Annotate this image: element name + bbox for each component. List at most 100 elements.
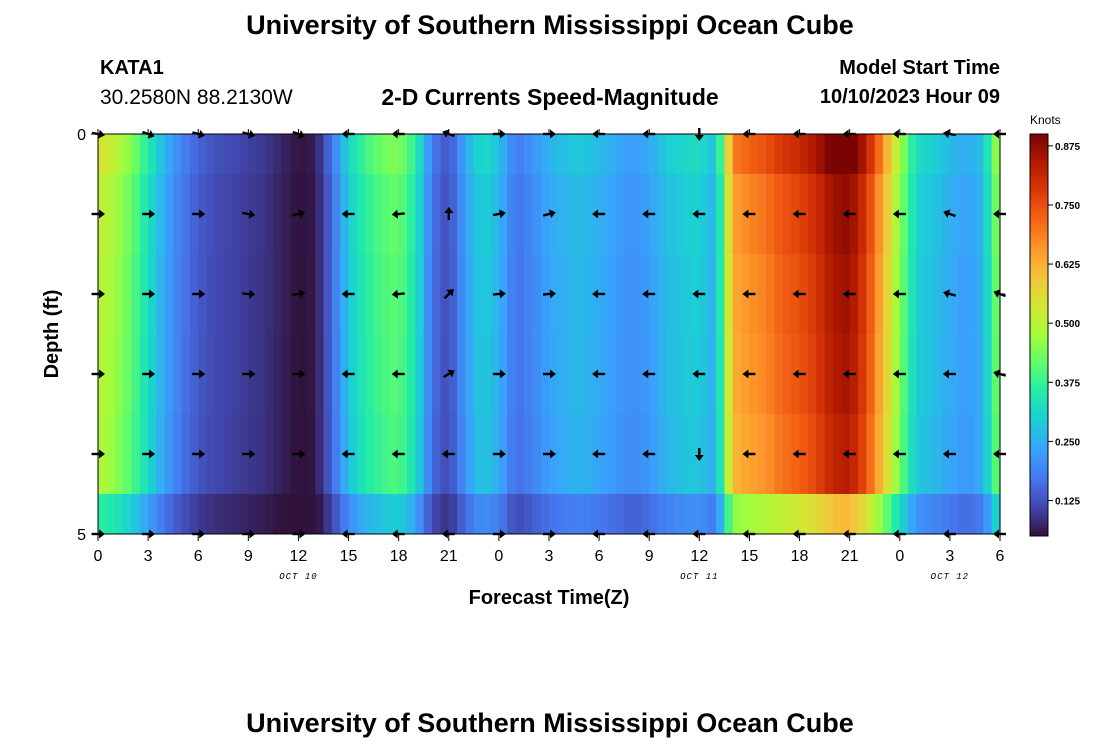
current-vector-arrow xyxy=(492,209,506,219)
heatmap-cell xyxy=(757,494,767,534)
current-vector-arrow xyxy=(142,289,156,299)
heatmap-cell xyxy=(766,254,776,334)
heatmap-cell xyxy=(457,254,467,334)
heatmap-cell xyxy=(757,414,767,494)
current-vector-arrow xyxy=(192,369,206,379)
x-tick-label: 6 xyxy=(194,548,203,565)
heatmap-cell xyxy=(173,174,183,254)
heatmap-cell xyxy=(123,134,133,174)
heatmap-cell xyxy=(465,334,475,414)
heatmap-cell xyxy=(665,134,675,174)
x-tick-label: 9 xyxy=(244,548,253,565)
heatmap-cell xyxy=(757,134,767,174)
heatmap-cell xyxy=(223,494,233,534)
heatmap-cell xyxy=(381,494,391,534)
heatmap-cell xyxy=(356,414,366,494)
heatmap-cell xyxy=(757,174,767,254)
current-vector-arrow xyxy=(242,369,256,379)
heatmap-cell xyxy=(916,334,926,414)
heatmap-cell xyxy=(807,414,817,494)
heatmap-cell xyxy=(674,494,684,534)
heatmap-cell xyxy=(532,134,542,174)
heatmap-cell xyxy=(749,494,759,534)
heatmap-cell xyxy=(724,134,734,174)
heatmap-cell xyxy=(824,334,834,414)
current-vector-arrow xyxy=(742,289,756,299)
heatmap-cell xyxy=(824,494,834,534)
chart-axes: 0 3 6 9 12 15 18 21 0 3 6 9 12 15 18 21 0 3 6 OCT 10 OCT 11 O… xyxy=(77,127,1005,582)
heatmap-cell xyxy=(490,494,500,534)
heatmap-cell xyxy=(373,414,383,494)
heatmap-cell xyxy=(891,494,901,534)
heatmap-cell xyxy=(381,254,391,334)
heatmap-cell xyxy=(615,414,625,494)
current-vector-arrow xyxy=(543,449,556,459)
heatmap-cell xyxy=(807,334,817,414)
heatmap-cell xyxy=(816,254,826,334)
x-tick-label: 18 xyxy=(390,548,408,565)
heatmap-cell xyxy=(858,334,867,414)
model-start-value: 10/10/2023 Hour 09 xyxy=(819,86,1000,108)
heatmap-cell xyxy=(774,414,784,494)
colorbar-tick-label: 0.875 xyxy=(1055,142,1080,153)
heatmap-cell xyxy=(106,134,116,174)
current-vector-arrow xyxy=(391,369,405,379)
heatmap-cell xyxy=(874,414,884,494)
heatmap-cell xyxy=(482,254,492,334)
heatmap-cell xyxy=(381,334,391,414)
heatmap-cell xyxy=(256,174,266,254)
current-vector-arrow xyxy=(892,209,906,219)
heatmap-cell xyxy=(782,174,792,254)
heatmap-cell xyxy=(465,414,475,494)
heatmap-cell xyxy=(682,174,692,254)
heatmap-cell xyxy=(181,494,191,534)
current-vector-arrow xyxy=(742,449,756,459)
heatmap-cell xyxy=(858,494,867,534)
heatmap-cell xyxy=(365,174,375,254)
heatmap-cell xyxy=(306,134,316,174)
heatmap-cell xyxy=(131,254,141,334)
heatmap-cell xyxy=(665,254,675,334)
heatmap-cell xyxy=(131,494,141,534)
heatmap-cell xyxy=(214,174,224,254)
heatmap-cell xyxy=(139,134,149,174)
heatmap-cell xyxy=(415,414,425,494)
heatmap-cell xyxy=(690,134,700,174)
heatmap-cell xyxy=(966,494,976,534)
heatmap-cell xyxy=(565,414,575,494)
heatmap-cell xyxy=(640,134,650,174)
heatmap-cell xyxy=(507,494,517,534)
heatmap-cell xyxy=(398,494,408,534)
heatmap-cell xyxy=(574,134,584,174)
heatmap-cell xyxy=(256,494,266,534)
heatmap-cell xyxy=(440,334,450,414)
heatmap-cell xyxy=(674,334,684,414)
heatmap-cell xyxy=(98,134,107,174)
colorbar-tick-label: 0.625 xyxy=(1055,260,1080,271)
heatmap-cell xyxy=(557,414,567,494)
heatmap-cell xyxy=(106,414,116,494)
heatmap-cell xyxy=(256,414,266,494)
heatmap-cell xyxy=(974,254,984,334)
station-id: KATA1 xyxy=(100,57,164,79)
heatmap-cell xyxy=(799,134,809,174)
heatmap-cell xyxy=(123,174,133,254)
heatmap-cell xyxy=(323,134,333,174)
current-vector-arrow xyxy=(292,369,306,379)
current-vector-arrow xyxy=(792,369,806,379)
heatmap-cell xyxy=(306,334,316,414)
x-tick-label: 3 xyxy=(945,548,954,565)
heatmap-cell xyxy=(532,254,542,334)
current-vector-arrow xyxy=(292,209,306,219)
current-vector-arrow xyxy=(692,209,706,219)
model-start-label: Model Start Time xyxy=(839,57,1000,79)
heatmap-cell xyxy=(741,134,751,174)
date-label: OCT 12 xyxy=(931,572,969,582)
heatmap-cell xyxy=(173,134,183,174)
heatmap-cell xyxy=(365,134,375,174)
heatmap-cell xyxy=(724,334,734,414)
heatmap-cell xyxy=(707,134,717,174)
heatmap-cell xyxy=(356,254,366,334)
heatmap-cell xyxy=(615,494,625,534)
x-tick-label: 15 xyxy=(340,548,358,565)
